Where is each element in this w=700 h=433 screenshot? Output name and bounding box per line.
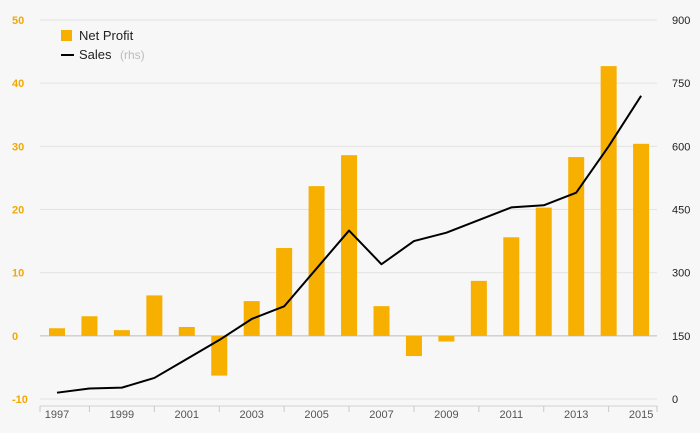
- bar-net-profit-1997: [49, 328, 65, 336]
- bar-net-profit-1998: [81, 316, 98, 336]
- x-tick-label: 2015: [629, 409, 653, 421]
- x-tick-label: 2005: [304, 409, 328, 421]
- bar-net-profit-2000: [146, 295, 163, 336]
- bar-net-profit-2009: [438, 335, 455, 342]
- sales-line: [56, 95, 642, 394]
- bar-net-profit-2001: [178, 326, 195, 336]
- legend: Net Profit Sales (rhs): [61, 28, 145, 63]
- y-right-tick-label: 750: [672, 78, 690, 90]
- bar-net-profit-2004: [276, 248, 293, 336]
- y-left-tick-label: 40: [12, 78, 24, 90]
- bar-net-profit-2013: [568, 157, 585, 336]
- bar-net-profit-2015: [633, 143, 650, 336]
- y-right-tick-label: 600: [672, 141, 690, 153]
- y-left-tick-label: 50: [12, 15, 24, 27]
- y-right-tick-label: 450: [672, 205, 690, 217]
- y-right-tick-label: 900: [672, 15, 690, 27]
- net-profit-bars: [49, 66, 650, 376]
- y-left-tick-label: 20: [12, 205, 24, 217]
- x-tick-label: 1997: [45, 409, 69, 421]
- x-tick-label: 1999: [110, 409, 134, 421]
- bar-net-profit-1999: [113, 330, 130, 336]
- bar-net-profit-2010: [470, 280, 487, 336]
- bar-net-profit-2005: [308, 186, 325, 336]
- y-left-tick-label: 30: [12, 141, 24, 153]
- x-tick-label: 2001: [175, 409, 199, 421]
- sales-line-group: [56, 95, 642, 394]
- y-right-tick-label: 300: [672, 268, 690, 280]
- x-tick-label: 2007: [369, 409, 393, 421]
- bar-net-profit-2011: [503, 237, 520, 336]
- legend-sales-label: Sales (rhs): [79, 46, 145, 63]
- bar-net-profit-2014: [600, 66, 617, 336]
- axes: -10 0 10 20 30 40 50 0 150 300 450 600 750 900 1997 199…: [12, 15, 690, 421]
- y-left-tick-label: 0: [12, 331, 18, 343]
- legend-sales-sub: (rhs): [120, 48, 145, 62]
- x-tick-label: 2009: [434, 409, 458, 421]
- bar-net-profit-2012: [535, 207, 552, 336]
- x-tick-label: 2003: [239, 409, 263, 421]
- bar-net-profit-2006: [341, 155, 358, 336]
- legend-net-profit-swatch: [61, 30, 72, 41]
- legend-sales-name: Sales: [79, 47, 112, 62]
- y-right-tick-label: 150: [672, 331, 690, 343]
- bar-net-profit-2002: [211, 335, 228, 376]
- bar-net-profit-2008: [405, 335, 422, 357]
- x-tick-label: 2011: [499, 409, 523, 421]
- y-left-tick-label: 10: [12, 268, 24, 280]
- bar-net-profit-2007: [373, 306, 390, 336]
- y-right-tick-label: 0: [672, 394, 678, 406]
- legend-net-profit-label: Net Profit: [79, 28, 134, 43]
- y-left-tick-label: -10: [12, 394, 28, 406]
- x-tick-label: 2013: [564, 409, 588, 421]
